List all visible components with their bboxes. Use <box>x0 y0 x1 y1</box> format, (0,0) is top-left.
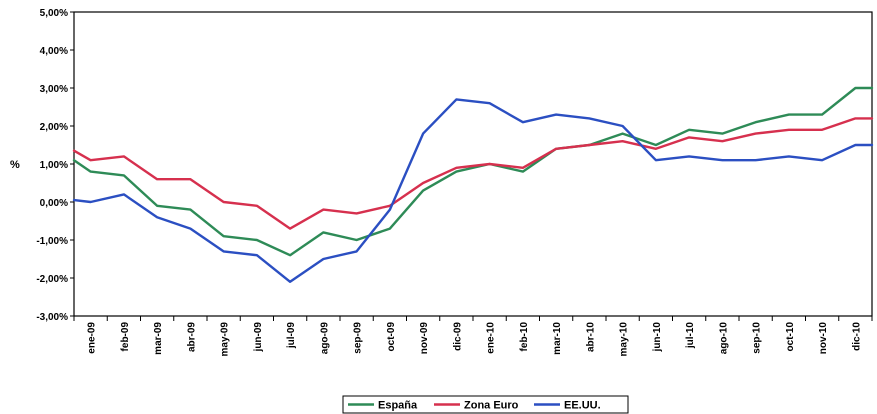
x-tick-label: ene-10 <box>486 322 497 354</box>
y-tick-label: -3,00% <box>36 312 68 323</box>
y-tick-label: 5,00% <box>40 8 68 19</box>
x-tick-label: feb-10 <box>519 322 530 352</box>
x-tick-label: nov-10 <box>818 322 829 355</box>
y-tick-label: 0,00% <box>40 198 68 209</box>
x-tick-label: sep-09 <box>353 322 364 354</box>
y-tick-label: 1,00% <box>40 160 68 171</box>
x-tick-label: oct-10 <box>785 322 796 352</box>
series-line-zona-euro <box>72 117 874 230</box>
legend: España Zona Euro EE.UU. <box>342 395 629 414</box>
y-tick-label: 4,00% <box>40 46 68 57</box>
x-tick-label: abr-09 <box>186 322 197 352</box>
x-tick-label: ago-10 <box>718 322 729 355</box>
x-tick-label: may-10 <box>619 322 630 357</box>
legend-label-espa-a: España <box>378 400 418 412</box>
x-tick-label: ene-09 <box>87 322 98 354</box>
x-tick-label: may-09 <box>220 322 231 357</box>
plot-frame <box>73 11 873 317</box>
x-tick-label: nov-09 <box>419 322 430 355</box>
x-tick-label: dic-10 <box>851 322 862 351</box>
x-tick-label: jun-10 <box>652 322 663 353</box>
plot-area: 5,00% 4,00% 3,00% 2,00% 1,00% 0,00% -1,00% -2,0… <box>36 8 874 357</box>
y-tick-label: 2,00% <box>40 122 68 133</box>
x-tick-label: jul-10 <box>685 322 696 350</box>
y-tick-label: -1,00% <box>36 236 68 247</box>
x-tick-label: dic-09 <box>452 322 463 351</box>
series-line-ee-uu <box>72 98 874 283</box>
x-tick-label: mar-10 <box>552 322 563 355</box>
x-tick-label: mar-09 <box>153 322 164 355</box>
y-tick-label: -2,00% <box>36 274 68 285</box>
x-tick-label: oct-09 <box>386 322 397 352</box>
x-tick-label: sep-10 <box>752 322 763 354</box>
x-tick-label: abr-10 <box>585 322 596 352</box>
x-tick-label: jul-09 <box>286 322 297 350</box>
y-tick-label: 3,00% <box>40 84 68 95</box>
legend-label-ee-uu: EE.UU. <box>564 400 601 412</box>
legend-label-zona-euro: Zona Euro <box>464 400 519 412</box>
x-tick-label: jun-09 <box>253 322 264 353</box>
y-axis-label: % <box>10 159 20 171</box>
series-line-espa-a <box>72 86 874 257</box>
x-tick-label: feb-09 <box>120 322 131 352</box>
legend-box <box>342 395 629 414</box>
x-tick-label: ago-09 <box>319 322 330 355</box>
